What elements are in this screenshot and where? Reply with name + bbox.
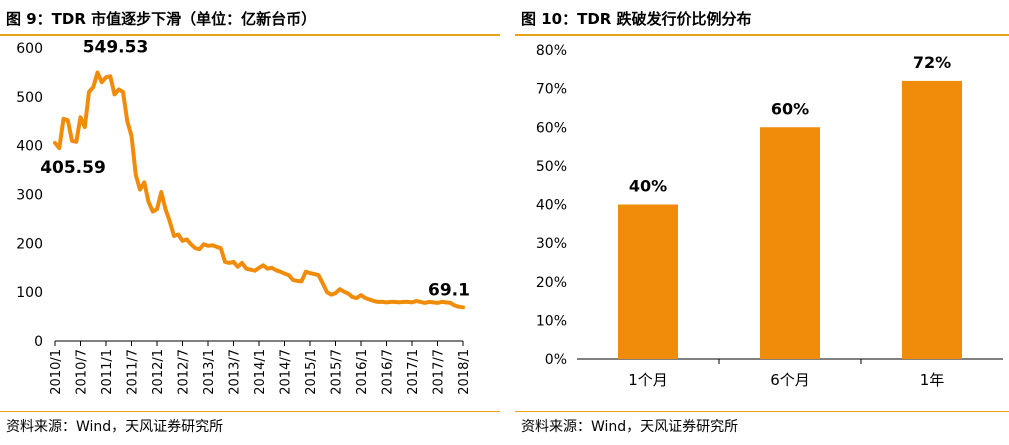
x-category-label: 1个月 <box>628 371 668 389</box>
data-annotation-2: 549.53 <box>83 38 149 58</box>
left-figure: 图 9：TDR 市值逐步下滑（单位：亿新台币） 0 100 200 300 400 500… <box>0 0 500 445</box>
bar-value-label: 72% <box>913 53 951 72</box>
y-tick-label: 400 <box>16 139 43 155</box>
x-category-label: 1年 <box>920 371 945 389</box>
y-tick-label: 100 <box>16 285 43 301</box>
y-tick-label: 600 <box>16 41 43 57</box>
x-tick-label: 2011/1 <box>100 349 115 395</box>
x-tick-label: 2012/7 <box>177 349 192 395</box>
y-tick-label: 200 <box>16 236 43 252</box>
right-source-rule <box>515 411 1009 412</box>
x-tick-label: 2015/1 <box>304 349 319 395</box>
y-tick-label: 0 <box>34 334 43 350</box>
x-tick-label: 2014/1 <box>253 349 268 395</box>
line-chart: 0 100 200 300 400 500 600 2010/1 2010/7 2011/1 201… <box>16 38 472 395</box>
x-tick-label: 2010/7 <box>75 349 90 395</box>
y-tick-label: 40% <box>536 198 567 214</box>
y-tick-label: 0% <box>545 352 567 368</box>
x-tick-label: 2013/1 <box>202 349 217 395</box>
x-tick-label: 2014/7 <box>279 349 294 395</box>
x-tick-label: 2015/7 <box>330 349 345 395</box>
left-source-rule <box>0 411 500 412</box>
right-title-rule <box>515 34 1009 36</box>
right-figure: 图 10：TDR 跌破发行价比例分布 0% 10% 20% 30% 40% 50% 60% 7… <box>515 0 1009 445</box>
bar-1 <box>618 204 678 359</box>
x-tick-label: 2016/1 <box>355 349 370 395</box>
y-tick-label: 80% <box>536 43 567 59</box>
bar-value-label: 40% <box>629 177 667 196</box>
y-tick-label: 30% <box>536 236 567 252</box>
bar-3 <box>902 80 962 360</box>
bar-2 <box>760 127 820 359</box>
bar-value-label: 60% <box>771 99 809 118</box>
x-tick-label: 2010/1 <box>49 349 64 395</box>
x-tick-label: 2012/1 <box>151 349 166 395</box>
y-tick-label: 20% <box>536 275 567 291</box>
left-source-note: 资料来源：Wind，天风证券研究所 <box>6 419 224 435</box>
y-tick-label: 300 <box>16 188 43 204</box>
x-tick-label: 2016/7 <box>381 349 396 395</box>
data-annotation-1: 405.59 <box>40 158 106 178</box>
y-tick-label: 50% <box>536 159 567 175</box>
data-annotation-3: 69.1 <box>428 280 470 300</box>
market-value-line <box>53 70 465 310</box>
y-tick-label: 500 <box>16 90 43 106</box>
right-source-note: 资料来源：Wind，天风证券研究所 <box>521 419 739 435</box>
x-tick-label: 2011/7 <box>126 349 141 395</box>
bar-chart: 0% 10% 20% 30% 40% 50% 60% 70% 80% 40% 1个月 60% 6个月 72… <box>536 43 1003 389</box>
y-tick-label: 10% <box>536 313 567 329</box>
x-tick-label: 2017/7 <box>432 349 447 395</box>
left-title-rule <box>0 34 500 36</box>
right-figure-title: 图 10：TDR 跌破发行价比例分布 <box>521 10 752 28</box>
x-tick-label: 2013/7 <box>228 349 243 395</box>
y-tick-label: 70% <box>536 82 567 98</box>
left-figure-title: 图 9：TDR 市值逐步下滑（单位：亿新台币） <box>6 10 317 28</box>
x-category-label: 6个月 <box>770 371 810 389</box>
x-tick-label: 2018/1 <box>457 349 472 395</box>
x-tick-label: 2017/1 <box>406 349 421 395</box>
y-tick-label: 60% <box>536 120 567 136</box>
